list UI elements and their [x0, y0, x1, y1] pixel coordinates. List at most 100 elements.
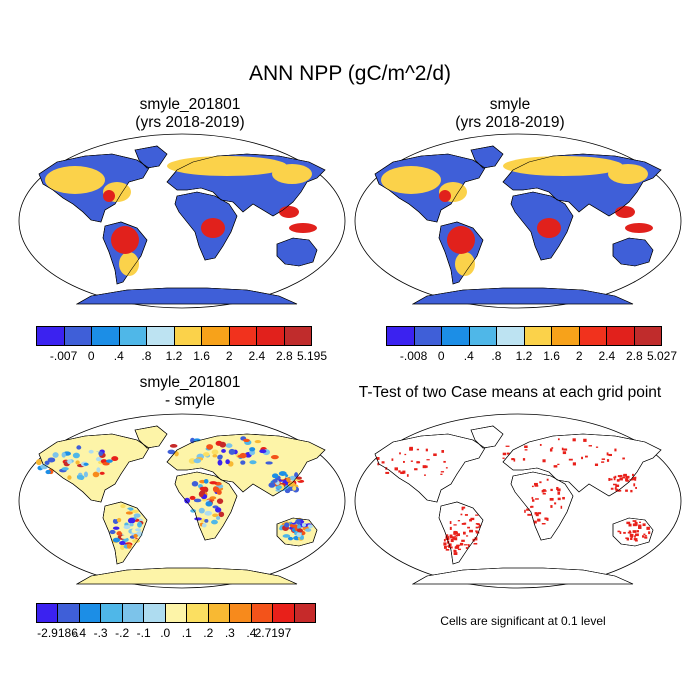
diff-cell: [76, 445, 82, 450]
diff-cell: [174, 451, 179, 457]
diff-cell: [99, 471, 105, 475]
significant-cell: [644, 536, 648, 539]
significant-cell: [549, 497, 554, 501]
colorbar-swatch: [294, 604, 316, 622]
diff-cell: [204, 519, 209, 523]
significant-cell: [630, 489, 633, 493]
panel-title-line2: (yrs 2018-2019): [135, 114, 245, 131]
panel-title-line2: (yrs 2018-2019): [455, 114, 565, 131]
colorbar-swatch: [284, 327, 311, 345]
significant-cell: [410, 460, 413, 462]
significant-cell: [385, 471, 390, 474]
significant-cell: [616, 479, 620, 482]
significant-cell: [443, 538, 446, 542]
diff-cell: [204, 510, 212, 516]
diff-cell: [237, 454, 245, 458]
significant-cell: [636, 530, 639, 533]
colorbar-swatch: [230, 604, 252, 622]
significant-cell: [619, 477, 623, 481]
significant-cell: [457, 533, 460, 537]
significant-cell: [581, 456, 584, 460]
diff-cell: [284, 522, 290, 528]
coastline-australia: [276, 237, 318, 267]
significant-cell: [615, 485, 617, 488]
colorbar-swatch: [165, 604, 188, 622]
colorbar-tick-label: 1.2: [515, 349, 533, 363]
significant-cell: [628, 523, 632, 527]
colorbar-swatch: [202, 327, 230, 345]
significant-cell: [630, 537, 633, 541]
diff-cell: [282, 534, 291, 538]
significant-cell: [557, 491, 561, 495]
significant-cell: [542, 489, 546, 492]
significant-cell: [376, 457, 380, 460]
significant-cell: [535, 513, 539, 517]
coastline-eurasia: [502, 153, 662, 217]
coastline-southAmerica: [438, 501, 484, 565]
panel-title-line1: smyle_201801: [139, 96, 241, 113]
colorbar-labels-top-right: -.008 0 .4 .8 1.2 1.6 2 2.4 2.8 5.027: [386, 349, 677, 365]
diff-cell: [214, 507, 222, 513]
colorbar-swatch: [552, 327, 580, 345]
diff-cell: [254, 440, 262, 444]
colorbar-swatch: [497, 327, 525, 345]
significant-cell: [625, 489, 628, 492]
colorbar-swatch: [579, 327, 607, 345]
significant-cell: [615, 488, 619, 492]
significant-cell: [433, 453, 437, 457]
significant-cell: [449, 521, 452, 525]
significant-cell: [400, 471, 405, 475]
panel-title-line1: T-Test of two Case means at each grid po…: [358, 384, 662, 401]
significant-cell: [633, 538, 638, 541]
significant-cell: [537, 518, 541, 522]
significant-cell: [634, 535, 636, 538]
significant-cell: [572, 462, 576, 466]
significant-cell: [635, 539, 638, 542]
coastline-australia: [612, 237, 654, 267]
npp-region: [103, 190, 115, 202]
diff-cell: [225, 443, 233, 448]
colorbar-tick-label: 2.4: [598, 349, 616, 363]
significant-cell: [561, 447, 564, 451]
coastline-northAmerica: [374, 433, 486, 503]
significant-cell: [453, 552, 458, 556]
significant-cell: [562, 496, 565, 500]
colorbar-swatch: [147, 327, 175, 345]
significant-cell: [539, 443, 542, 446]
diff-cell: [221, 449, 226, 453]
diff-cell: [265, 461, 273, 465]
significant-cell: [478, 526, 481, 528]
significant-cell: [648, 531, 651, 535]
significant-cell: [416, 448, 420, 451]
significant-cell: [441, 450, 445, 453]
significant-cell: [453, 524, 457, 526]
significant-cell: [550, 505, 553, 508]
diff-cell: [96, 467, 101, 473]
diff-cell: [67, 475, 72, 480]
coastline-antarctica: [411, 567, 634, 585]
diff-cell: [249, 460, 257, 465]
diff-cell: [116, 531, 123, 536]
significant-cell: [617, 530, 620, 533]
diff-cell: [72, 452, 80, 459]
significant-cell: [632, 520, 637, 522]
significant-cell: [463, 531, 466, 535]
significant-cell: [641, 535, 645, 538]
significant-cell: [613, 483, 617, 486]
diff-cell: [249, 447, 256, 452]
significant-cell: [619, 531, 622, 535]
significant-cell: [425, 465, 428, 468]
colorbar-tick-label: 0: [87, 349, 95, 363]
significant-cell: [638, 524, 642, 528]
significant-cell: [398, 470, 401, 473]
panel-title-line1: smyle_201801: [139, 374, 241, 391]
diff-cell: [129, 522, 134, 527]
npp-region: [111, 226, 139, 254]
npp-region: [201, 218, 225, 238]
diff-cell: [199, 486, 207, 491]
diff-cell: [270, 455, 279, 460]
diff-cell: [211, 519, 218, 525]
colorbar-tick-label: -.4: [72, 626, 87, 640]
coastline-australia: [612, 517, 654, 547]
diff-cell: [95, 456, 102, 462]
